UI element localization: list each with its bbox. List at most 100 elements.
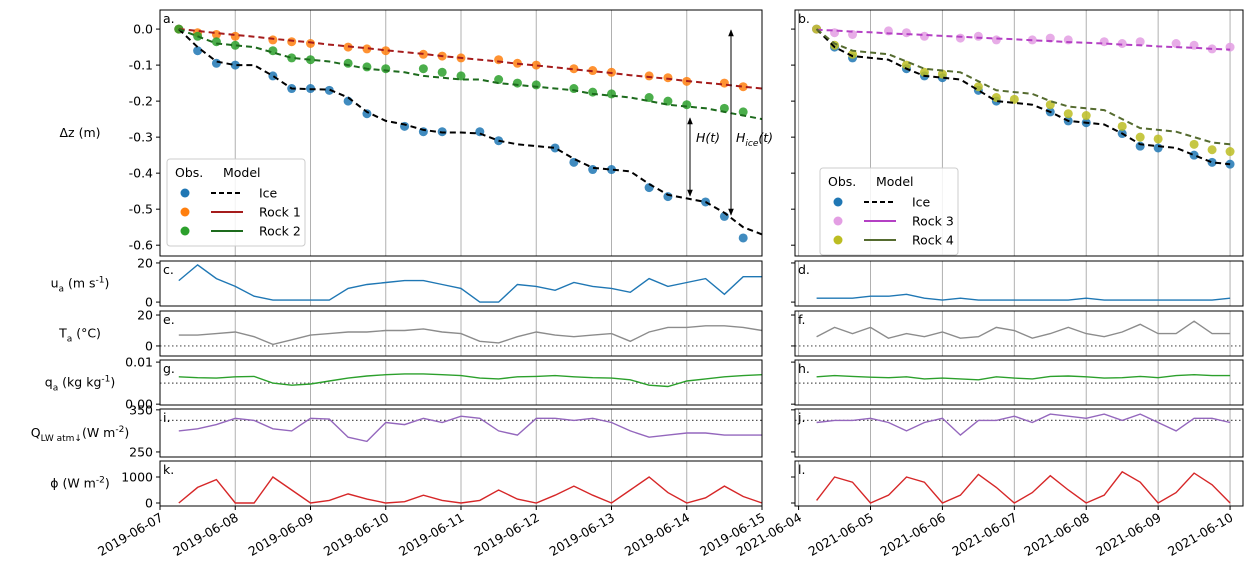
panel-label: k. xyxy=(163,462,174,477)
observation-dot xyxy=(193,46,203,56)
annotation: H(t) xyxy=(696,130,720,145)
panel-frame xyxy=(794,9,1244,257)
observation-dot xyxy=(919,31,929,41)
y-axis-label-part: Q xyxy=(31,425,41,440)
panel-label: b. xyxy=(798,11,810,26)
observation-dot xyxy=(682,100,692,110)
y-axis-label-part: a xyxy=(67,335,73,345)
y-axis-label-part: ) xyxy=(110,375,115,390)
y-tick-label: 350 xyxy=(129,402,153,417)
model-line xyxy=(178,28,763,121)
observation-dot xyxy=(1117,121,1127,131)
y-tick-label: 0 xyxy=(145,295,153,310)
panel-frame xyxy=(794,359,1244,406)
observation-dot xyxy=(531,60,541,70)
y-tick-label: -0.4 xyxy=(129,166,153,181)
observation-dot xyxy=(1135,37,1145,47)
y-tick-label: 20 xyxy=(137,308,153,323)
data-line xyxy=(816,320,1231,339)
panel-frame xyxy=(159,9,763,257)
y-tick-label: 0.0 xyxy=(133,22,153,37)
annotation-part: H xyxy=(736,130,746,145)
observation-dot xyxy=(719,78,729,88)
legend-title: Obs. xyxy=(828,174,856,189)
observation-dot xyxy=(362,62,372,72)
observation-dot xyxy=(437,67,447,77)
data-line xyxy=(178,415,762,443)
data-line xyxy=(816,470,1231,504)
observation-dot xyxy=(1207,157,1217,167)
model-line xyxy=(815,28,1231,166)
observation-dot xyxy=(738,233,748,243)
annotation-part: H(t) xyxy=(696,130,720,145)
panel-label: f. xyxy=(798,312,805,327)
panel-label: j. xyxy=(797,410,805,425)
observation-dot xyxy=(418,64,428,74)
data-line xyxy=(816,413,1231,437)
observation-dot xyxy=(531,80,541,90)
panel-frame xyxy=(794,408,1244,458)
y-axis-label-part: ϕ (W m xyxy=(50,476,96,491)
y-axis-label-part: -2 xyxy=(96,476,105,486)
panel-frame xyxy=(794,460,1244,507)
data-line xyxy=(178,264,762,303)
y-axis-label-part: u xyxy=(51,276,59,291)
panel-label: a. xyxy=(163,11,175,26)
observation-dot xyxy=(324,85,334,95)
observation-dot xyxy=(230,40,240,50)
y-axis-label-part: Δz (m) xyxy=(59,125,100,140)
panel-frame xyxy=(159,359,763,406)
observation-dot xyxy=(955,33,965,43)
observation-dot xyxy=(663,192,673,202)
observation-dot xyxy=(381,46,391,56)
panel-label: g. xyxy=(163,361,175,376)
observation-dot xyxy=(287,53,297,63)
y-axis-label: Δz (m) xyxy=(59,125,100,140)
data-line xyxy=(816,293,1231,301)
observation-dot xyxy=(287,37,297,47)
model-line xyxy=(178,28,763,236)
legend-box xyxy=(819,167,959,256)
data-line xyxy=(178,476,763,504)
y-axis-label-part: ) xyxy=(124,425,129,440)
y-axis-label-part: a xyxy=(59,285,65,295)
observation-dot xyxy=(569,64,579,74)
observation-dot xyxy=(343,58,353,68)
model-line xyxy=(815,28,1231,146)
observation-dot xyxy=(991,93,1001,103)
panel-frame xyxy=(794,310,1244,357)
observation-dot xyxy=(588,87,598,97)
observation-dot xyxy=(512,78,522,88)
y-axis-label-part: a xyxy=(53,384,59,394)
panel-label: d. xyxy=(798,262,810,277)
y-axis-label: ua (m s-1) xyxy=(51,276,110,295)
observation-dot xyxy=(211,58,221,68)
observation-dot xyxy=(607,165,616,175)
observation-dot xyxy=(1189,150,1199,160)
legend-label: Ice xyxy=(912,195,931,210)
y-axis-label-part: T xyxy=(58,326,67,341)
y-axis-label-part: -1 xyxy=(101,375,110,385)
y-tick-label: -0.2 xyxy=(129,94,153,109)
panel-frame xyxy=(159,408,763,458)
observation-dot xyxy=(607,89,616,99)
observation-dot xyxy=(937,69,947,79)
y-tick-label: 0 xyxy=(145,496,153,511)
observation-dot xyxy=(848,49,858,59)
legend-dot xyxy=(180,226,190,236)
y-axis-label: ϕ (W m-2) xyxy=(50,476,109,491)
y-tick-label: -0.3 xyxy=(129,130,153,145)
legend-label: Ice xyxy=(259,186,278,201)
observation-dot xyxy=(644,71,654,81)
y-tick-label: 250 xyxy=(129,444,153,459)
y-axis-label-part: ) xyxy=(105,476,110,491)
y-axis-label-part: q xyxy=(45,375,53,390)
data-line xyxy=(816,373,1231,381)
observation-dot xyxy=(1117,38,1127,48)
legend-label: Rock 3 xyxy=(912,214,954,229)
legend-dot xyxy=(180,207,190,217)
y-tick-label: 1000 xyxy=(121,469,153,484)
observation-dot xyxy=(268,35,278,45)
y-axis-label: QLW atm↓(W m-2) xyxy=(31,425,129,444)
observation-dot xyxy=(991,35,1001,45)
